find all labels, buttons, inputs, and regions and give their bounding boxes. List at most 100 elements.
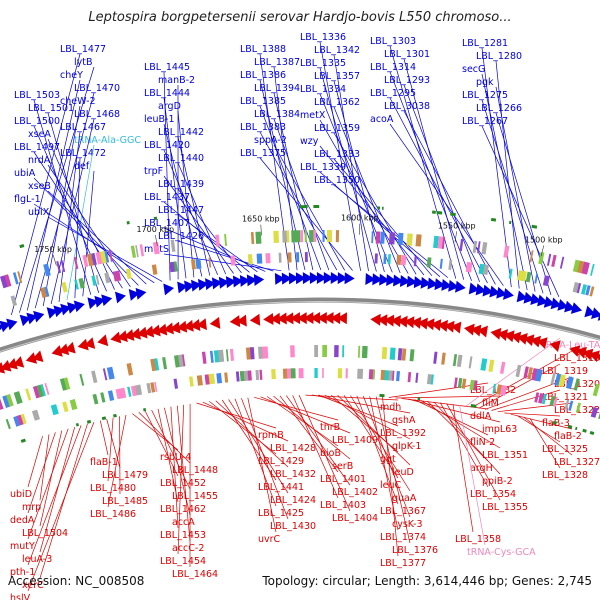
feature-block bbox=[372, 369, 375, 380]
gene-arrow bbox=[450, 321, 462, 334]
feature-block bbox=[415, 234, 422, 247]
feature-block bbox=[62, 401, 69, 413]
connector-line bbox=[273, 144, 346, 271]
feature-label-lbl-1281: LBL_1281 bbox=[462, 38, 508, 49]
connector-line bbox=[481, 99, 544, 294]
feature-block bbox=[75, 422, 79, 427]
gene-arrow bbox=[323, 271, 334, 284]
feature-block bbox=[508, 268, 513, 279]
connector-line bbox=[439, 402, 489, 488]
gene-arrow bbox=[183, 319, 194, 332]
feature-block bbox=[581, 284, 587, 295]
scale-tick bbox=[155, 235, 158, 246]
feature-block bbox=[572, 259, 581, 273]
gene-arrow bbox=[365, 272, 376, 285]
feature-block bbox=[40, 384, 46, 397]
feature-block bbox=[173, 378, 179, 389]
feature-block bbox=[44, 383, 50, 396]
feature-block bbox=[143, 408, 147, 412]
gene-arrow bbox=[503, 288, 514, 300]
gene-arrow bbox=[130, 327, 141, 340]
feature-label-lbl-1275: LBL_1275 bbox=[462, 90, 508, 101]
feature-label-trna-leu-taa: tRNA-Leu-TAA bbox=[542, 340, 600, 351]
feature-block bbox=[531, 224, 538, 229]
feature-block bbox=[130, 245, 137, 258]
feature-block bbox=[204, 374, 210, 385]
feature-label-lbl-1394: LBL_1394 bbox=[254, 83, 300, 94]
feature-block bbox=[413, 256, 417, 267]
feature-block bbox=[60, 260, 66, 273]
feature-block bbox=[465, 261, 473, 273]
feature-block bbox=[50, 404, 59, 416]
feature-block bbox=[433, 235, 439, 249]
feature-block bbox=[559, 256, 565, 269]
connector-line bbox=[465, 337, 561, 407]
feature-block bbox=[448, 259, 453, 270]
feature-block bbox=[150, 382, 156, 393]
feature-block bbox=[577, 260, 586, 274]
feature-label-xseb: xseB bbox=[28, 181, 51, 192]
feature-label-lbl-1441: LBL_1441 bbox=[258, 482, 304, 493]
feature-block bbox=[224, 372, 229, 383]
connector-line bbox=[266, 396, 339, 447]
feature-label-acca: accA bbox=[172, 517, 195, 528]
gene-arrow bbox=[588, 350, 600, 363]
feature-label-lbl-1392: LBL_1392 bbox=[380, 428, 426, 439]
connector-line bbox=[170, 406, 179, 529]
feature-block bbox=[92, 393, 99, 405]
connector-line bbox=[495, 60, 520, 289]
feature-block bbox=[558, 374, 566, 388]
feature-label-lbl-1447: LBL_1447 bbox=[158, 205, 204, 216]
scale-tick bbox=[454, 231, 457, 243]
connector-line bbox=[427, 400, 489, 462]
feature-block bbox=[345, 368, 348, 379]
connector-line bbox=[254, 396, 339, 421]
feature-label-acoa: acoA bbox=[370, 114, 394, 125]
gene-arrow bbox=[370, 313, 381, 326]
gene-arrow bbox=[516, 290, 528, 303]
feature-block bbox=[436, 211, 443, 215]
feature-label-leub-1: leuB-1 bbox=[144, 114, 175, 125]
feature-label-ubix: ubiX bbox=[28, 207, 50, 218]
feature-block bbox=[215, 234, 220, 247]
feature-tracks bbox=[0, 204, 600, 443]
feature-block bbox=[575, 402, 582, 413]
feature-block bbox=[43, 263, 51, 277]
feature-block bbox=[56, 261, 62, 274]
feature-label-ddla: ddlA bbox=[470, 411, 492, 422]
gene-arrow bbox=[163, 283, 175, 296]
gene-arrow bbox=[295, 272, 306, 285]
feature-block bbox=[19, 244, 25, 249]
gene-arrow bbox=[205, 278, 216, 291]
feature-block bbox=[201, 351, 207, 364]
feature-label-lbl-1467: LBL_1467 bbox=[60, 122, 106, 133]
connector-line bbox=[260, 396, 351, 434]
feature-block bbox=[554, 373, 562, 387]
connector-line bbox=[504, 412, 561, 417]
gene-arrow bbox=[595, 352, 600, 364]
feature-label-lbl-1432: LBL_1432 bbox=[270, 469, 316, 480]
connector-line bbox=[375, 396, 411, 544]
feature-block bbox=[582, 428, 587, 433]
connector-line bbox=[497, 402, 573, 413]
feature-label-lbl-1472: LBL_1472 bbox=[60, 148, 106, 159]
feature-block bbox=[230, 255, 236, 266]
feature-block bbox=[224, 233, 228, 247]
feature-block bbox=[521, 271, 527, 282]
feature-label-xsea: xseA bbox=[28, 129, 51, 140]
feature-block bbox=[322, 230, 325, 243]
gene-arrow bbox=[316, 312, 327, 325]
feature-label-lbl-1420: LBL_1420 bbox=[144, 140, 190, 151]
feature-label-lbl-1351: LBL_1351 bbox=[482, 450, 528, 461]
connector-line bbox=[333, 132, 417, 275]
gene-arrow bbox=[490, 327, 502, 340]
feature-label-lbl-1383: LBL_1383 bbox=[240, 122, 286, 133]
gene-arrow bbox=[399, 275, 411, 287]
feature-block bbox=[314, 367, 318, 378]
connector-line bbox=[163, 149, 219, 276]
gene-arrow bbox=[420, 276, 432, 289]
gene-arrow bbox=[477, 325, 488, 338]
gene-arrow bbox=[437, 319, 448, 332]
connector-line bbox=[403, 110, 496, 285]
connector-line bbox=[163, 253, 282, 272]
